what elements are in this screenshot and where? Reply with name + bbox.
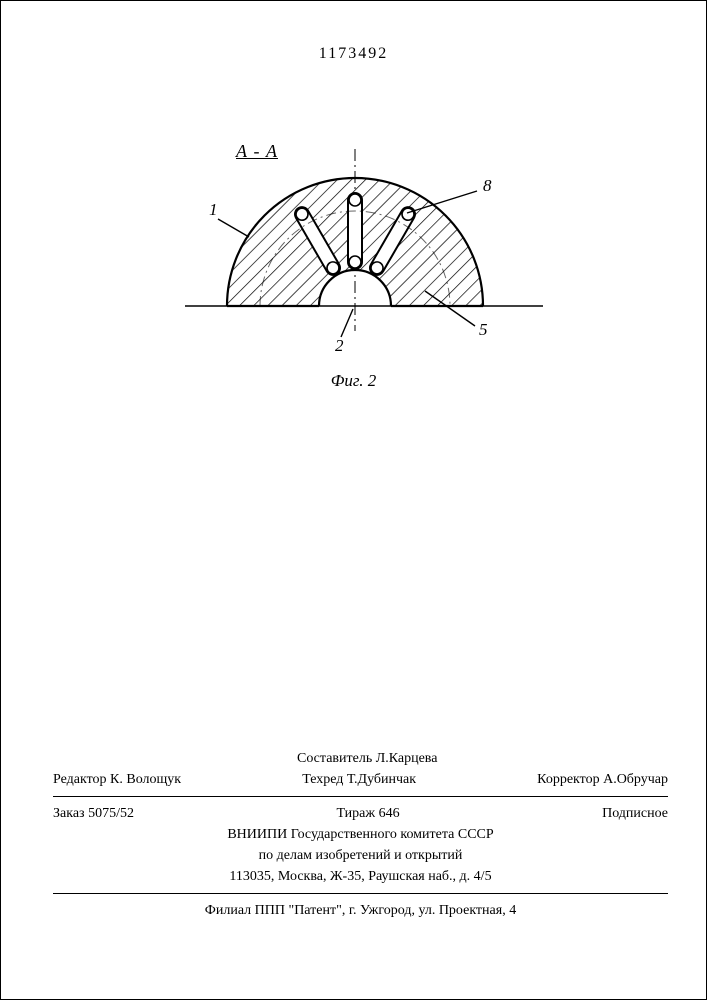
corrector: Корректор А.Обручар <box>537 769 668 790</box>
figure-2: 1 8 5 2 <box>1 131 707 411</box>
org-address: 113035, Москва, Ж-35, Раушская наб., д. … <box>53 866 668 887</box>
order: Заказ 5075/52 <box>53 803 134 824</box>
compiler-label: Составитель <box>297 751 372 766</box>
order-row: Заказ 5075/52 Тираж 646 Подписное <box>53 803 668 824</box>
tirazh: Тираж 646 <box>336 803 399 824</box>
branch-row: Филиал ППП "Патент", г. Ужгород, ул. Про… <box>53 900 668 921</box>
ref-label-1: 1 <box>209 200 218 219</box>
figure-svg: 1 8 5 2 <box>145 131 565 371</box>
divider <box>53 796 668 797</box>
footer-block: Составитель Л.Карцева Редактор К. Волощу… <box>53 748 668 921</box>
compiler-row: Составитель Л.Карцева <box>53 748 668 769</box>
ref-label-2: 2 <box>335 336 344 355</box>
ref-label-5: 5 <box>479 320 488 339</box>
figure-caption: Фиг. 2 <box>1 371 706 391</box>
org-line2: по делам изобретений и открытий <box>53 845 668 866</box>
org-line1: ВНИИПИ Государственного комитета СССР <box>53 824 668 845</box>
credits-row: Редактор К. Волощук Техред Т.Дубинчак Ко… <box>53 769 668 790</box>
org-block: ВНИИПИ Государственного комитета СССР по… <box>53 824 668 887</box>
techred: Техред Т.Дубинчак <box>302 769 416 790</box>
page: 1173492 А - А <box>0 0 707 1000</box>
podpisnoe: Подписное <box>602 803 668 824</box>
ref-label-8: 8 <box>483 176 492 195</box>
editor: Редактор К. Волощук <box>53 769 181 790</box>
compiler-name: Л.Карцева <box>376 751 438 766</box>
document-number: 1173492 <box>1 45 706 63</box>
divider <box>53 893 668 894</box>
